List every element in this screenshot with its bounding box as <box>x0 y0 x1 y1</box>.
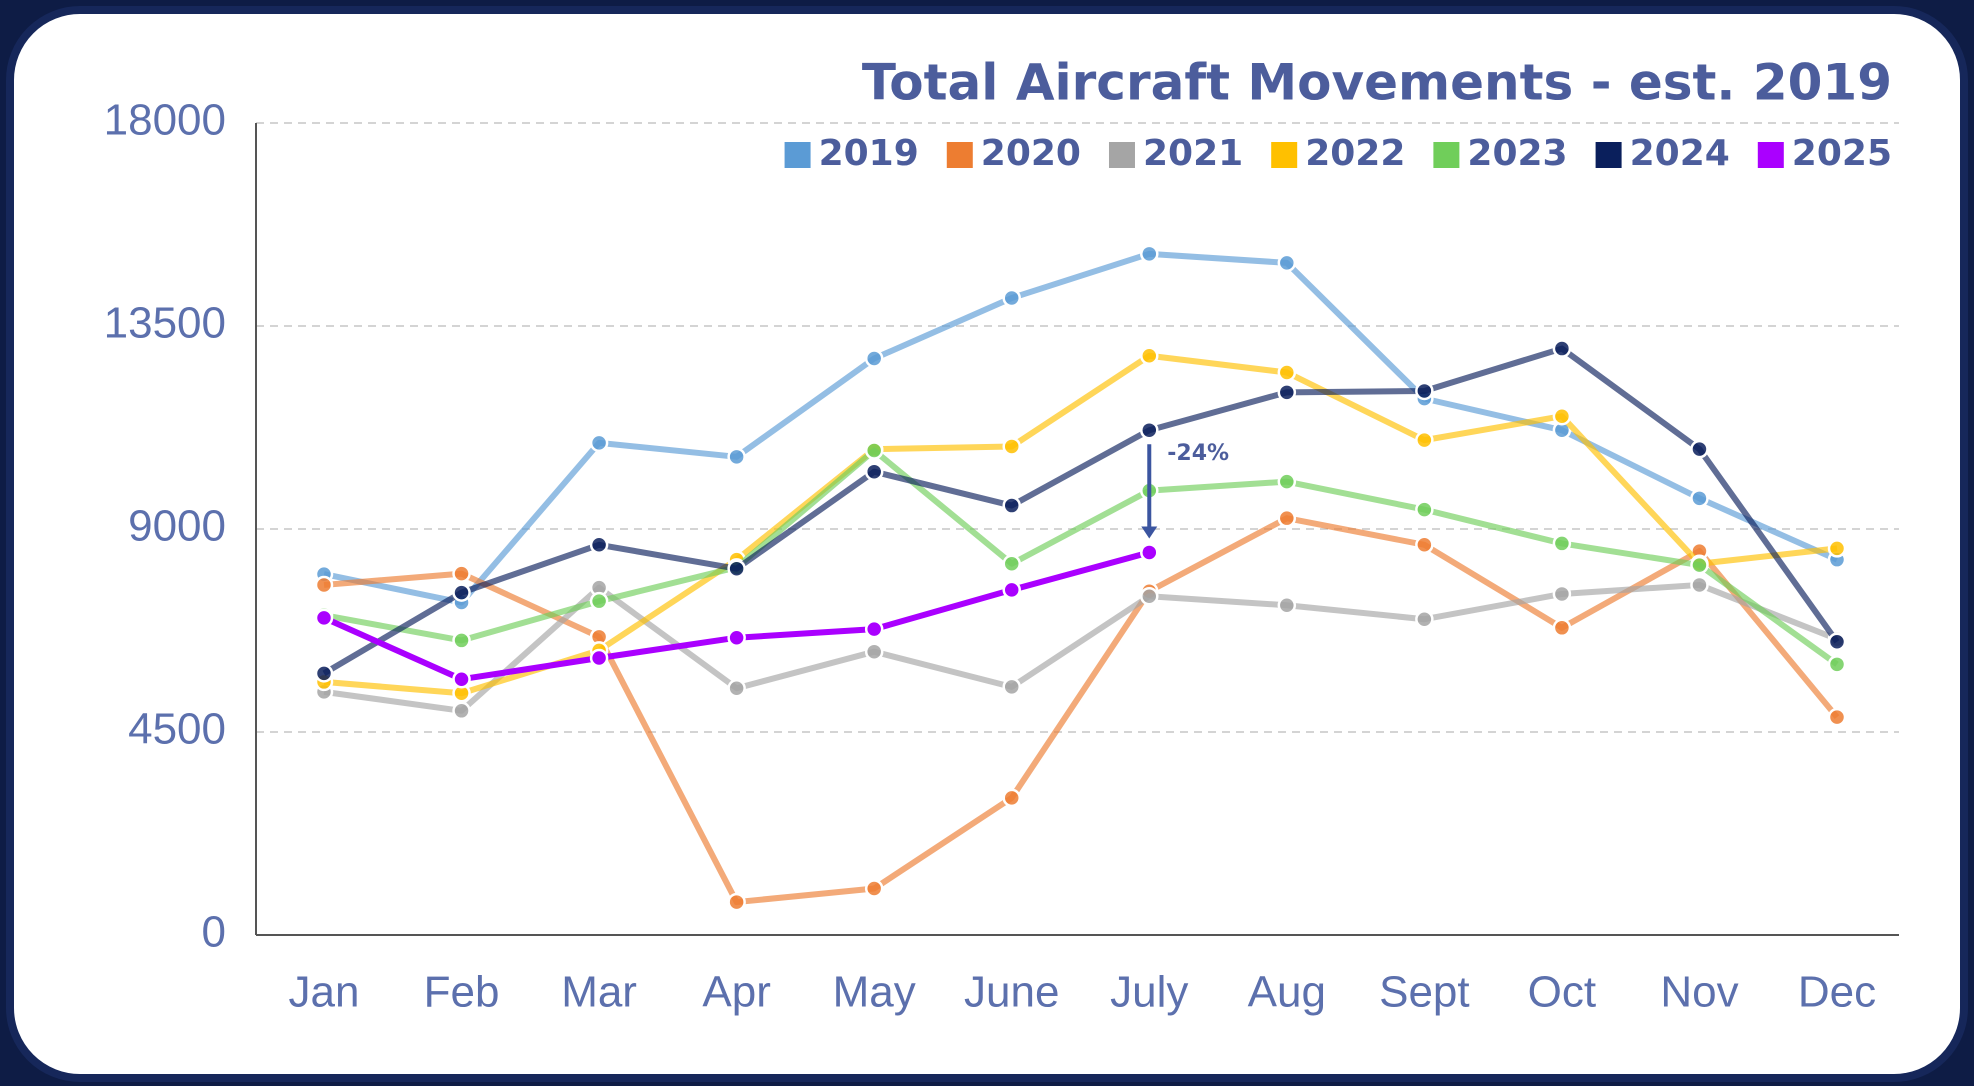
legend-label: 2019 <box>819 133 919 174</box>
point <box>729 561 745 577</box>
point <box>1416 502 1432 518</box>
legend-label: 2025 <box>1792 133 1892 174</box>
point <box>1829 540 1845 556</box>
point <box>1416 537 1432 553</box>
point <box>591 435 607 451</box>
point <box>1691 490 1707 506</box>
point <box>1691 577 1707 593</box>
point <box>1829 709 1845 725</box>
legend-swatch <box>1271 142 1297 168</box>
point <box>866 350 882 366</box>
point <box>1279 474 1295 490</box>
point <box>591 593 607 609</box>
point <box>1416 383 1432 399</box>
legend-swatch <box>785 142 811 168</box>
y-tick-label: 18000 <box>104 96 226 145</box>
legend-label: 2022 <box>1305 133 1405 174</box>
legend-swatch <box>1433 142 1459 168</box>
point <box>1416 432 1432 448</box>
point <box>591 537 607 553</box>
point <box>1279 384 1295 400</box>
y-tick-label: 4500 <box>128 705 226 754</box>
x-tick-label: Jan <box>289 968 360 1017</box>
point <box>1141 246 1157 262</box>
point <box>1141 588 1157 604</box>
point <box>1004 290 1020 306</box>
point <box>454 585 470 601</box>
point <box>1554 535 1570 551</box>
point <box>454 703 470 719</box>
x-tick-label: Mar <box>561 968 637 1017</box>
point <box>591 650 607 666</box>
point <box>1554 586 1570 602</box>
point <box>316 577 332 593</box>
point <box>454 566 470 582</box>
point <box>1141 544 1157 560</box>
point <box>1279 510 1295 526</box>
point <box>729 894 745 910</box>
point <box>1141 422 1157 438</box>
legend-swatch <box>1758 142 1784 168</box>
legend-label: 2020 <box>981 133 1081 174</box>
legend-swatch <box>947 142 973 168</box>
point <box>1004 790 1020 806</box>
point <box>1279 255 1295 271</box>
point <box>1004 679 1020 695</box>
chart: Total Aircraft Movements - est. 2019 0 45… <box>0 0 1974 1086</box>
point <box>729 680 745 696</box>
x-tick-label: May <box>833 968 916 1017</box>
legend-label: 2024 <box>1630 133 1730 174</box>
x-tick-label: Oct <box>1528 968 1596 1017</box>
legend-swatch <box>1596 142 1622 168</box>
point <box>1004 438 1020 454</box>
point <box>1554 341 1570 357</box>
point <box>454 632 470 648</box>
point <box>1829 656 1845 672</box>
point <box>1004 498 1020 514</box>
x-tick-label: Aug <box>1248 968 1326 1017</box>
point <box>1554 620 1570 636</box>
x-tick-label: Sept <box>1379 968 1470 1017</box>
x-tick-label: June <box>964 968 1059 1017</box>
y-tick-label: 0 <box>202 908 226 957</box>
point <box>729 630 745 646</box>
point <box>1691 441 1707 457</box>
point <box>1279 364 1295 380</box>
point <box>316 665 332 681</box>
point <box>1004 582 1020 598</box>
point <box>1279 597 1295 613</box>
point <box>866 621 882 637</box>
point <box>1554 408 1570 424</box>
x-tick-label: July <box>1110 968 1188 1017</box>
point <box>316 610 332 626</box>
y-tick-label: 9000 <box>128 502 226 551</box>
point <box>866 443 882 459</box>
x-tick-label: Feb <box>424 968 500 1017</box>
point <box>1416 611 1432 627</box>
point <box>866 464 882 480</box>
point <box>1691 557 1707 573</box>
point <box>1004 556 1020 572</box>
x-tick-label: Dec <box>1798 968 1876 1017</box>
point <box>1141 348 1157 364</box>
legend-label: 2021 <box>1143 133 1243 174</box>
x-tick-label: Apr <box>702 968 770 1017</box>
y-tick-label: 13500 <box>104 299 226 348</box>
point <box>729 449 745 465</box>
annotation: -24% <box>1167 441 1229 466</box>
point <box>454 671 470 687</box>
point <box>866 881 882 897</box>
page: {"chart_data": {"type": "line", "title":… <box>0 0 1974 1086</box>
point <box>866 644 882 660</box>
legend-swatch <box>1109 142 1135 168</box>
point <box>1829 634 1845 650</box>
x-tick-label: Nov <box>1660 968 1738 1017</box>
chart-title: Total Aircraft Movements - est. 2019 <box>862 54 1892 112</box>
legend-label: 2023 <box>1467 133 1567 174</box>
